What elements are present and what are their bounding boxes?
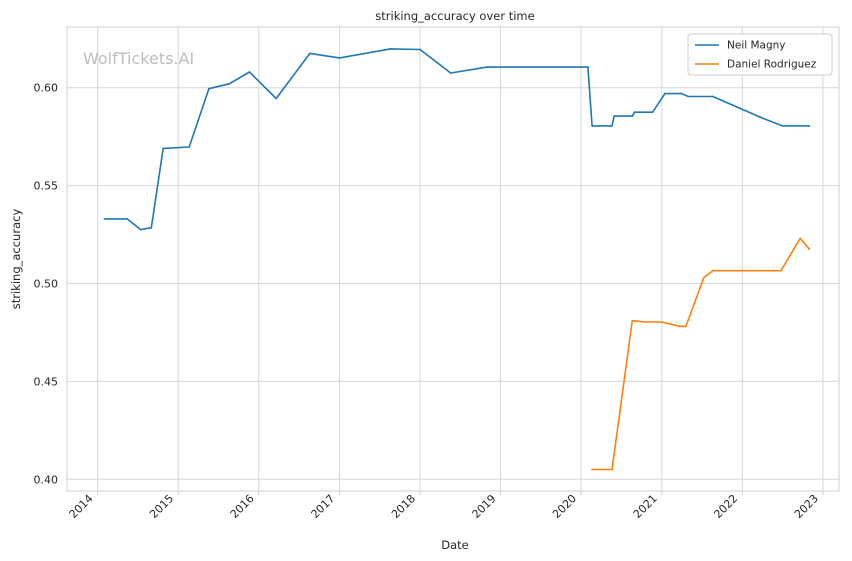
data-point-neil-magny bbox=[587, 66, 589, 68]
x-axis-title: Date bbox=[441, 538, 469, 552]
data-point-neil-magny bbox=[389, 48, 392, 50]
data-point-neil-magny bbox=[761, 117, 764, 119]
data-point-neil-magny bbox=[419, 48, 421, 51]
y-tick-label: 0.50 bbox=[34, 277, 59, 290]
data-point-neil-magny bbox=[449, 72, 452, 74]
x-tick-label: 2023 bbox=[792, 492, 821, 521]
data-point-neil-magny bbox=[275, 97, 278, 100]
chart-title: striking_accuracy over time bbox=[375, 9, 534, 23]
data-point-neil-magny bbox=[631, 115, 634, 117]
data-point-neil-magny bbox=[338, 57, 341, 59]
y-axis-title: striking_accuracy bbox=[9, 209, 23, 310]
x-tick-label: 2021 bbox=[631, 492, 660, 521]
data-point-neil-magny bbox=[664, 92, 666, 95]
data-point-daniel-rodriguez bbox=[685, 325, 687, 328]
data-point-daniel-rodriguez bbox=[660, 321, 663, 323]
series-line-neil-magny bbox=[104, 48, 810, 231]
data-point-neil-magny bbox=[188, 146, 191, 148]
y-tick-label: 0.55 bbox=[34, 180, 59, 193]
y-axis-ticks: 0.40 0.45 0.50 0.55 0.60 bbox=[34, 82, 59, 487]
watermark-text: WolfTickets.AI bbox=[83, 49, 194, 68]
data-point-daniel-rodriguez bbox=[644, 321, 647, 323]
data-point-neil-magny bbox=[611, 125, 613, 127]
gridlines bbox=[67, 27, 839, 491]
data-point-neil-magny bbox=[651, 111, 654, 114]
data-point-neil-magny bbox=[309, 52, 311, 55]
data-point-neil-magny bbox=[591, 125, 593, 127]
legend: Neil Magny Daniel Rodriguez bbox=[687, 33, 833, 76]
legend-label-neil-magny: Neil Magny bbox=[727, 40, 786, 52]
series-line-daniel-rodriguez bbox=[592, 237, 811, 471]
data-point-daniel-rodriguez bbox=[808, 248, 811, 251]
x-tick-label: 2019 bbox=[470, 492, 499, 521]
data-point-daniel-rodriguez bbox=[678, 325, 680, 328]
data-point-neil-magny bbox=[208, 87, 210, 90]
y-tick-label: 0.60 bbox=[34, 82, 59, 95]
data-point-neil-magny bbox=[486, 66, 488, 68]
data-point-neil-magny bbox=[808, 125, 811, 127]
x-tick-label: 2020 bbox=[550, 492, 579, 521]
data-point-daniel-rodriguez bbox=[711, 269, 714, 272]
x-tick-label: 2017 bbox=[309, 492, 338, 521]
data-point-daniel-rodriguez bbox=[799, 237, 802, 240]
x-tick-label: 2016 bbox=[228, 492, 257, 521]
data-point-neil-magny bbox=[126, 218, 129, 220]
data-point-neil-magny bbox=[613, 115, 616, 117]
data-point-neil-magny bbox=[162, 147, 165, 150]
legend-box bbox=[687, 33, 833, 76]
series-lines bbox=[103, 48, 811, 471]
plot-frame bbox=[66, 26, 840, 492]
data-point-daniel-rodriguez bbox=[591, 468, 593, 471]
data-point-neil-magny bbox=[139, 228, 142, 231]
data-point-neil-magny bbox=[687, 95, 690, 98]
data-point-neil-magny bbox=[781, 125, 784, 127]
data-point-daniel-rodriguez bbox=[780, 269, 782, 272]
data-point-daniel-rodriguez bbox=[611, 468, 613, 471]
data-point-neil-magny bbox=[150, 226, 153, 229]
data-point-neil-magny bbox=[633, 111, 636, 114]
x-axis-ticks: 2014 2015 2016 2017 2018 2019 2020 2021 2022 2023 bbox=[67, 491, 824, 521]
data-point-neil-magny bbox=[248, 71, 251, 73]
data-point-neil-magny bbox=[228, 82, 231, 85]
x-tick-label: 2022 bbox=[711, 492, 740, 521]
legend-label-daniel-rodriguez: Daniel Rodriguez bbox=[727, 59, 817, 71]
data-point-neil-magny bbox=[103, 218, 106, 220]
x-tick-label: 2015 bbox=[147, 492, 176, 521]
data-point-daniel-rodriguez bbox=[631, 319, 634, 322]
y-tick-label: 0.45 bbox=[34, 375, 59, 388]
x-tick-label: 2014 bbox=[67, 492, 96, 521]
data-point-neil-magny bbox=[711, 95, 714, 98]
y-tick-label: 0.40 bbox=[34, 473, 59, 486]
x-tick-label: 2018 bbox=[389, 492, 418, 521]
data-point-neil-magny bbox=[680, 92, 683, 95]
data-point-daniel-rodriguez bbox=[702, 276, 705, 279]
